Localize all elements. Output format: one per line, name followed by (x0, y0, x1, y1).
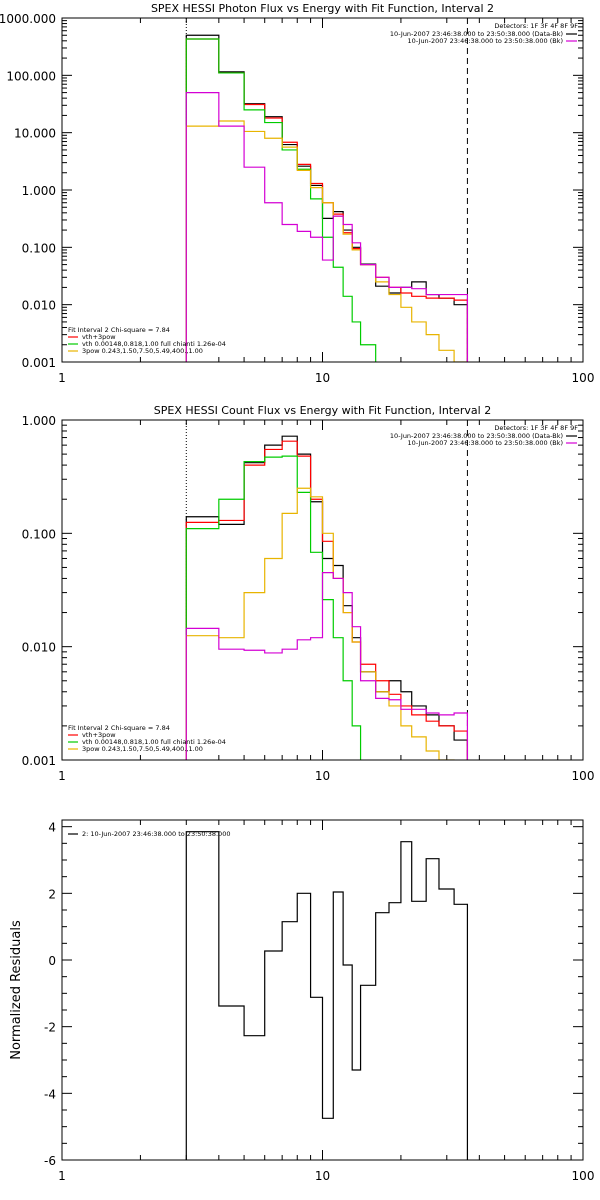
fit-legend-header: Fit Interval 2 Chi-square = 7.84 (68, 326, 170, 334)
legend-entry: 10-Jun-2007 23:46:38.000 to 23:50:38.000… (408, 439, 563, 447)
legend-entry: 10-Jun-2007 23:46:38.000 to 23:50:38.000… (390, 432, 563, 440)
legend-entry: vth+3pow (82, 731, 116, 739)
residual-frame (61, 819, 584, 1161)
series-0-step-line (185, 34, 469, 362)
y-tick-label: 1.000 (22, 184, 56, 198)
y-tick-label: -2 (44, 1021, 56, 1035)
y-tick-label: 0.100 (22, 241, 56, 255)
legend-entry: 3pow 0.243,1.50,7.50,5.49,400.,1.00 (82, 745, 203, 753)
count-frame (61, 419, 584, 761)
series-4-step-line (185, 91, 469, 362)
count-title: SPEX HESSI Count Flux vs Energy with Fit… (154, 404, 491, 417)
legend-entry: 10-Jun-2007 23:46:38.000 to 23:50:38.000… (408, 37, 563, 45)
series-0-step-line (185, 435, 469, 760)
series-1-step-line (185, 440, 469, 760)
legend-entry: vth 0.00148,0.818,1.00 full chianti 1.26… (82, 738, 226, 746)
y-tick-label: -4 (44, 1087, 56, 1101)
y-tick-label: -6 (44, 1154, 56, 1168)
y-tick-label: 4 (48, 821, 56, 835)
x-tick-label: 10 (315, 769, 330, 783)
y-tick-label: 0 (48, 954, 56, 968)
x-tick-label: 100 (572, 1169, 595, 1183)
photon-frame (61, 17, 584, 363)
y-tick-label: 0.100 (22, 527, 56, 541)
y-axis-label: Normalized Residuals (9, 920, 24, 1060)
residual-panel: 1 10 100 -6 -4 -2 0 2 4 Normalized Residuals 2: 10… (9, 819, 595, 1183)
x-tick-label: 1 (58, 1169, 66, 1183)
legend-header: Detectors: 1F 3F 4F 8F 9F (494, 424, 578, 432)
photon-title: SPEX HESSI Photon Flux vs Energy with Fi… (151, 2, 494, 15)
legend-header: Detectors: 1F 3F 4F 8F 9F (494, 22, 578, 30)
y-tick-label: 0.010 (22, 641, 56, 655)
fit-legend-header: Fit Interval 2 Chi-square = 7.84 (68, 724, 170, 732)
x-tick-label: 1 (58, 769, 66, 783)
y-tick-label: 2 (48, 887, 56, 901)
series-2-step-line (185, 38, 377, 362)
legend-entry: 2: 10-Jun-2007 23:46:38.000 to 23:50:38.… (82, 830, 230, 838)
residual-plot-area (185, 831, 469, 1160)
series-4-step-line (185, 572, 469, 760)
photon-plot-area (185, 18, 469, 362)
y-tick-label: 0.001 (22, 754, 56, 768)
x-tick-label: 10 (315, 371, 330, 385)
series-3-step-line (185, 487, 455, 760)
x-tick-label: 100 (572, 371, 595, 385)
count-panel: SPEX HESSI Count Flux vs Energy with Fit… (22, 404, 595, 783)
x-tick-label: 10 (315, 1169, 330, 1183)
legend-entry: vth+3pow (82, 333, 116, 341)
count-plot-area (185, 420, 469, 760)
series-2-step-line (185, 455, 362, 760)
y-tick-label: 0.010 (22, 299, 56, 313)
photon-panel: SPEX HESSI Photon Flux vs Energy with Fi… (0, 2, 595, 385)
x-tick-label: 100 (572, 769, 595, 783)
series-1-step-line (185, 38, 469, 362)
y-tick-label: 1000.000 (0, 12, 56, 26)
x-tick-label: 1 (58, 371, 66, 385)
legend-entry: 3pow 0.243,1.50,7.50,5.49,400.,1.00 (82, 347, 203, 355)
series-0-step-line (185, 831, 469, 1160)
y-tick-label: 100.000 (6, 69, 56, 83)
y-tick-label: 1.000 (22, 414, 56, 428)
legend-entry: 10-Jun-2007 23:46:38.000 to 23:50:38.000… (390, 30, 563, 38)
y-tick-label: 0.001 (22, 356, 56, 370)
y-tick-label: 10.000 (14, 127, 56, 141)
series-3-step-line (185, 120, 469, 362)
legend-entry: vth 0.00148,0.818,1.00 full chianti 1.26… (82, 340, 226, 348)
